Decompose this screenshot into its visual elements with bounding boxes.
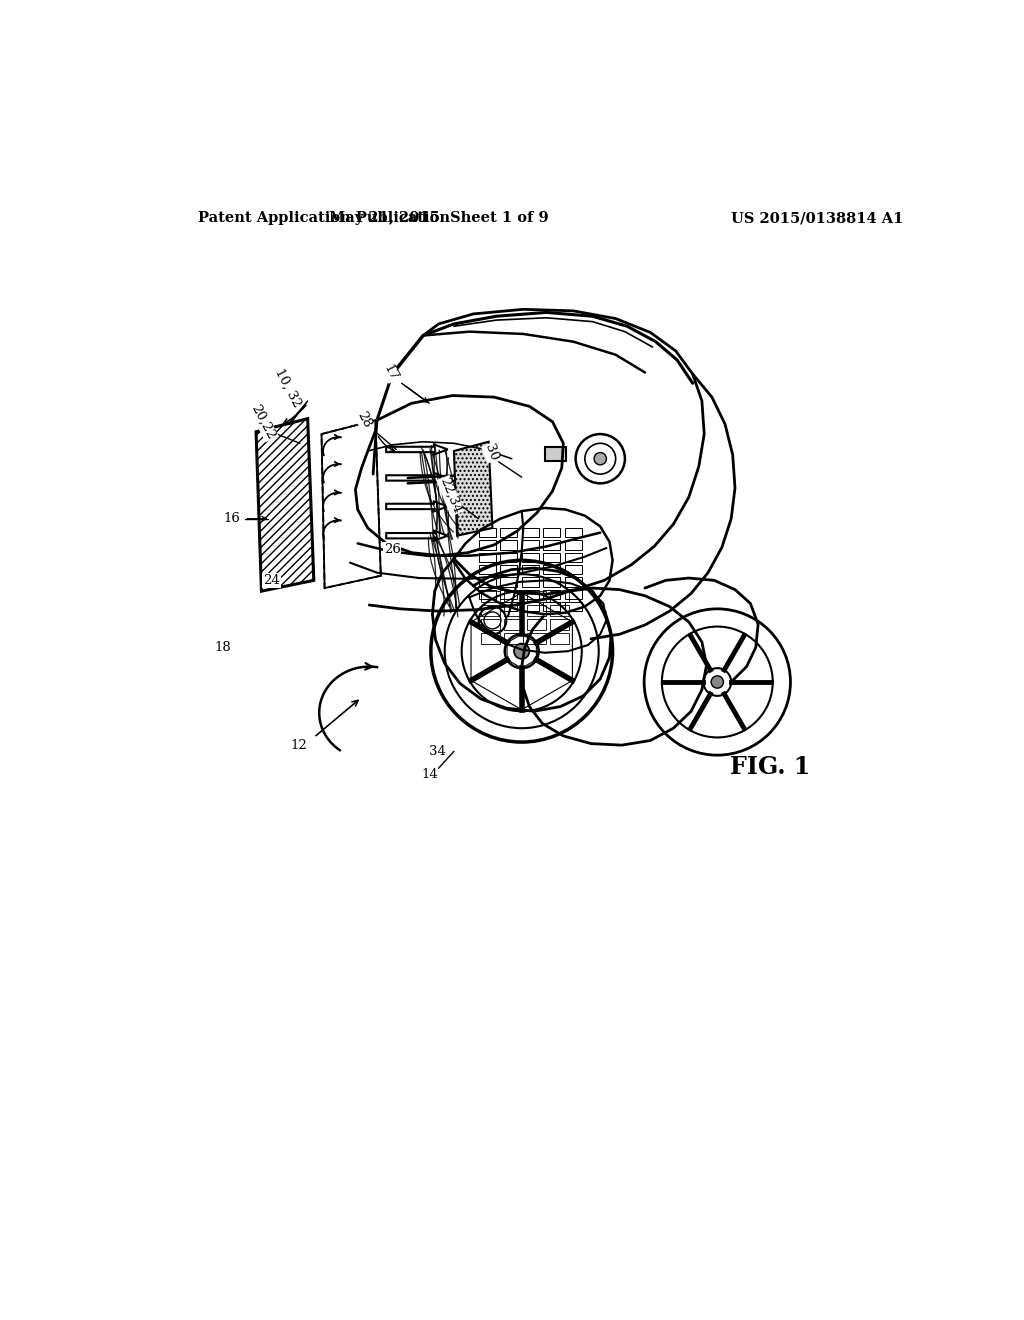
Text: 18: 18 — [215, 640, 231, 653]
Bar — [478, 540, 496, 549]
Bar — [550, 605, 569, 615]
Bar — [478, 590, 496, 599]
Text: 12: 12 — [290, 739, 307, 751]
Text: 28: 28 — [354, 409, 374, 430]
Bar — [481, 591, 500, 602]
Bar — [544, 602, 560, 611]
Bar — [478, 553, 496, 562]
Bar — [521, 590, 539, 599]
Bar — [565, 553, 582, 562]
Bar — [478, 528, 496, 537]
Circle shape — [711, 676, 724, 688]
Text: 17: 17 — [381, 362, 400, 383]
Bar — [527, 591, 547, 602]
Circle shape — [594, 453, 606, 465]
Bar — [527, 605, 547, 615]
Text: May 21, 2015  Sheet 1 of 9: May 21, 2015 Sheet 1 of 9 — [329, 211, 549, 226]
Text: 20,22: 20,22 — [249, 403, 278, 441]
Bar — [504, 632, 523, 644]
Bar — [527, 619, 547, 630]
Bar — [500, 540, 517, 549]
Bar — [500, 577, 517, 586]
Bar — [521, 528, 539, 537]
Circle shape — [514, 644, 529, 659]
Polygon shape — [386, 502, 447, 511]
Bar — [521, 540, 539, 549]
Text: US 2015/0138814 A1: US 2015/0138814 A1 — [731, 211, 903, 226]
Bar — [500, 590, 517, 599]
Bar — [565, 590, 582, 599]
Polygon shape — [386, 473, 447, 483]
Polygon shape — [386, 445, 447, 454]
Text: Patent Application Publication: Patent Application Publication — [199, 211, 451, 226]
Bar — [550, 632, 569, 644]
Bar — [500, 602, 517, 611]
Text: 14: 14 — [421, 768, 437, 781]
Bar — [565, 528, 582, 537]
Bar — [478, 565, 496, 574]
Text: 22,34: 22,34 — [437, 475, 463, 516]
Bar — [481, 619, 500, 630]
Bar — [500, 565, 517, 574]
Bar — [550, 619, 569, 630]
Bar — [565, 602, 582, 611]
Bar — [504, 619, 523, 630]
Bar — [544, 528, 560, 537]
Bar — [481, 605, 500, 615]
Bar — [504, 605, 523, 615]
Text: FIG. 1: FIG. 1 — [729, 755, 810, 779]
Bar — [544, 565, 560, 574]
Bar — [500, 553, 517, 562]
Polygon shape — [386, 531, 447, 541]
Bar — [521, 553, 539, 562]
Text: 30: 30 — [481, 442, 500, 463]
Bar — [527, 632, 547, 644]
Text: 34: 34 — [429, 744, 445, 758]
Bar — [481, 632, 500, 644]
Bar — [504, 591, 523, 602]
Bar — [544, 553, 560, 562]
Text: 26: 26 — [384, 543, 400, 556]
Polygon shape — [454, 442, 493, 536]
Bar — [478, 577, 496, 586]
Bar — [550, 591, 569, 602]
Bar — [521, 602, 539, 611]
Bar — [544, 540, 560, 549]
Polygon shape — [256, 418, 313, 591]
Bar — [565, 577, 582, 586]
Bar — [544, 577, 560, 586]
Text: 24: 24 — [263, 574, 280, 587]
Bar — [565, 540, 582, 549]
Bar — [500, 528, 517, 537]
Bar — [565, 565, 582, 574]
Text: 10, 32: 10, 32 — [272, 366, 304, 409]
Bar — [544, 590, 560, 599]
Text: 16: 16 — [224, 512, 241, 525]
Bar — [545, 447, 566, 461]
Bar — [521, 565, 539, 574]
Bar — [521, 577, 539, 586]
